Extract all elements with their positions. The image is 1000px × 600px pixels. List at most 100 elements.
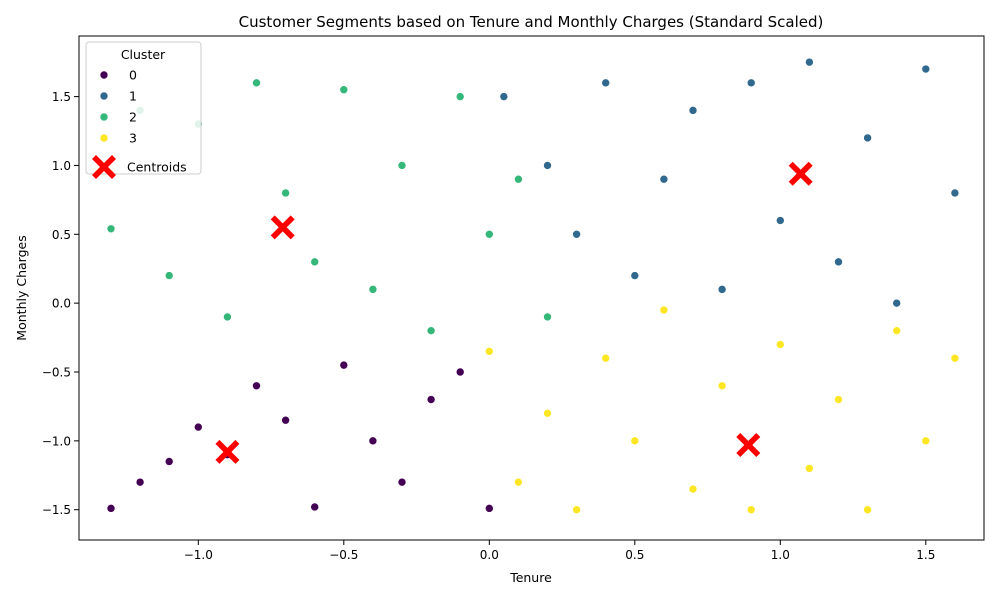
- legend-entry-label: 0: [129, 68, 137, 83]
- centroid-marker: [788, 161, 813, 186]
- x-tick-label: 0.5: [625, 548, 644, 562]
- data-point: [339, 360, 349, 370]
- data-point: [426, 326, 436, 335]
- series-0: [106, 360, 494, 513]
- x-tick-label: 1.5: [916, 548, 935, 562]
- data-point: [397, 161, 407, 170]
- data-point: [514, 174, 523, 184]
- y-tick-label: 1.5: [52, 90, 71, 104]
- centroid-marker: [215, 439, 240, 464]
- x-tick-label: −1.0: [184, 548, 213, 562]
- data-point: [310, 502, 320, 512]
- data-point: [485, 229, 494, 239]
- centroid-marker: [270, 215, 295, 240]
- legend: Cluster 0 1 2 3 Centroids: [85, 41, 202, 179]
- legend-marker: [99, 133, 109, 143]
- data-point: [892, 326, 902, 335]
- y-tick-label: −0.5: [42, 366, 71, 380]
- data-point: [543, 161, 552, 170]
- data-point: [601, 78, 611, 88]
- chart-title: Customer Segments based on Tenure and Mo…: [239, 13, 824, 31]
- data-point: [252, 381, 261, 391]
- data-point: [630, 271, 640, 280]
- data-point: [659, 305, 669, 315]
- data-point: [339, 85, 349, 95]
- data-point: [659, 174, 669, 184]
- data-point: [688, 484, 698, 494]
- data-point: [252, 78, 261, 88]
- series-3: [485, 305, 960, 515]
- data-point: [776, 340, 785, 349]
- legend-marker: [99, 91, 109, 101]
- data-point: [514, 477, 523, 487]
- centroid-marker: [736, 432, 761, 457]
- y-tick-label: −1.0: [42, 434, 71, 448]
- y-tick-label: 0.5: [52, 228, 71, 242]
- data-point: [950, 353, 960, 363]
- data-point: [223, 312, 232, 322]
- y-tick-label: −1.5: [42, 503, 71, 517]
- data-point: [194, 422, 203, 432]
- data-point: [572, 505, 581, 515]
- data-point: [746, 505, 756, 515]
- data-point: [135, 477, 145, 487]
- data-point: [164, 457, 174, 466]
- data-point: [106, 224, 116, 234]
- legend-centroid-marker: [92, 155, 116, 179]
- data-point: [834, 395, 843, 404]
- x-axis-label: Tenure: [509, 570, 552, 585]
- data-point: [499, 92, 509, 101]
- data-point: [455, 367, 465, 377]
- x-axis-ticks: −1.0 −0.5 0.0 0.5 1.0 1.5: [184, 540, 935, 562]
- data-point: [485, 347, 494, 356]
- data-point: [368, 285, 378, 294]
- data-point: [281, 415, 290, 425]
- data-point: [688, 106, 698, 115]
- data-point: [164, 271, 174, 280]
- data-point: [630, 436, 640, 446]
- data-point: [717, 285, 727, 294]
- legend-title: Cluster: [121, 47, 166, 62]
- data-point: [310, 257, 320, 267]
- y-tick-label: 1.0: [52, 159, 71, 173]
- data-point: [950, 188, 960, 198]
- data-point: [892, 298, 902, 308]
- data-point: [543, 409, 552, 418]
- data-point: [834, 257, 843, 267]
- data-point: [921, 436, 931, 446]
- data-point: [863, 133, 872, 143]
- centroid-layer: [215, 161, 813, 464]
- legend-entry-label: 3: [129, 131, 137, 146]
- series-1: [499, 57, 960, 308]
- plot-frame: [78, 35, 985, 541]
- y-tick-label: 0.0: [52, 297, 71, 311]
- data-point: [717, 381, 727, 391]
- data-point: [572, 229, 581, 239]
- data-point: [281, 188, 290, 198]
- data-point: [776, 216, 785, 225]
- data-point: [106, 504, 116, 513]
- legend-marker: [99, 70, 109, 80]
- data-point: [426, 395, 436, 404]
- legend-entry-label: 2: [129, 110, 137, 125]
- legend-entry-label: Centroids: [127, 160, 187, 175]
- data-point: [746, 78, 756, 88]
- data-point: [368, 436, 378, 446]
- y-axis-ticks: −1.5 −1.0 −0.5 0.0 0.5 1.0 1.5: [42, 90, 79, 517]
- data-point: [601, 353, 611, 363]
- x-tick-label: −0.5: [329, 548, 358, 562]
- data-point: [805, 464, 814, 473]
- data-point: [543, 312, 552, 322]
- data-point: [397, 477, 407, 487]
- data-point: [863, 505, 872, 515]
- data-point: [805, 57, 814, 67]
- x-tick-label: 1.0: [771, 548, 790, 562]
- x-tick-label: 0.0: [480, 548, 499, 562]
- y-axis-label: Monthly Charges: [14, 235, 29, 340]
- data-point: [455, 92, 465, 101]
- data-point: [921, 64, 931, 74]
- legend-marker: [99, 112, 109, 122]
- data-point: [485, 504, 494, 513]
- legend-box: [85, 41, 202, 175]
